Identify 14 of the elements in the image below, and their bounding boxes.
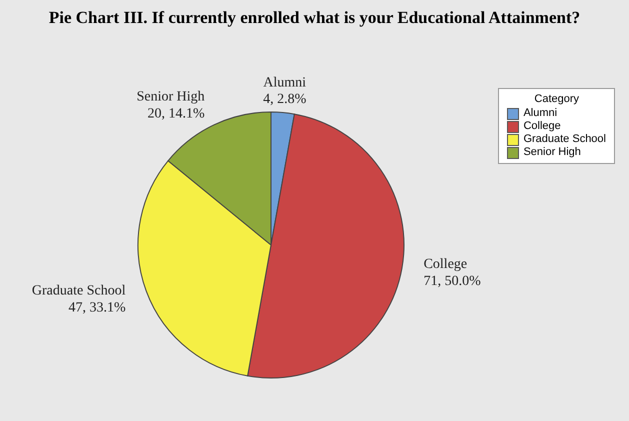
legend-label: Alumni bbox=[523, 107, 558, 120]
legend-label: College bbox=[523, 120, 561, 133]
slice-label: Graduate School bbox=[32, 284, 126, 299]
data-label: 47, 33.1% bbox=[68, 300, 126, 316]
legend-label: Graduate School bbox=[523, 133, 606, 146]
chart-title: Pie Chart III. If currently enrolled what is your Educational Attainment? bbox=[48, 8, 582, 28]
data-label: 71, 50.0% bbox=[424, 274, 482, 289]
data-label: 4, 2.8% bbox=[263, 92, 307, 108]
slice-label: College bbox=[424, 257, 468, 272]
slice-label: Alumni bbox=[263, 75, 306, 90]
slice-label: Senior High bbox=[136, 90, 205, 105]
legend-label: Senior High bbox=[523, 146, 581, 159]
data-label: 20, 14.1% bbox=[147, 106, 205, 122]
legend-title: Category bbox=[533, 93, 580, 105]
